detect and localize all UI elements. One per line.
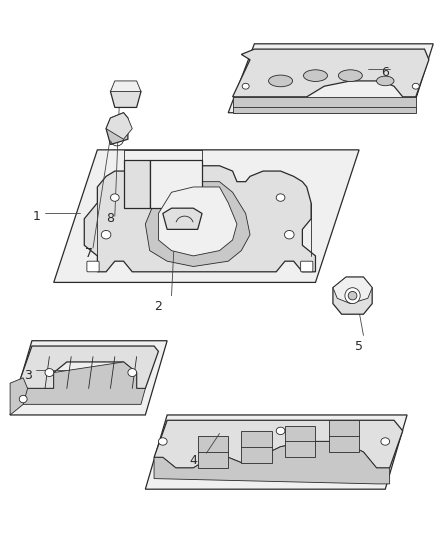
Polygon shape [19, 362, 145, 405]
Text: 3: 3 [24, 369, 32, 382]
Ellipse shape [411, 83, 418, 89]
Ellipse shape [347, 292, 356, 300]
Ellipse shape [380, 438, 389, 445]
Ellipse shape [376, 76, 393, 86]
Text: 5: 5 [354, 340, 362, 352]
Polygon shape [228, 44, 432, 113]
FancyBboxPatch shape [300, 261, 312, 272]
Ellipse shape [338, 70, 361, 82]
Ellipse shape [268, 75, 292, 87]
Text: 6: 6 [381, 67, 389, 79]
Polygon shape [241, 431, 271, 463]
Ellipse shape [303, 70, 327, 82]
Polygon shape [232, 97, 415, 113]
Polygon shape [10, 378, 28, 415]
Ellipse shape [127, 368, 136, 376]
Ellipse shape [110, 194, 119, 201]
Polygon shape [106, 113, 132, 139]
FancyBboxPatch shape [87, 261, 99, 272]
Polygon shape [110, 86, 141, 108]
Polygon shape [332, 277, 371, 314]
Ellipse shape [45, 368, 53, 376]
Polygon shape [197, 436, 228, 468]
Polygon shape [106, 113, 127, 144]
Polygon shape [149, 160, 201, 208]
Polygon shape [123, 160, 149, 208]
Polygon shape [232, 49, 428, 97]
Ellipse shape [242, 83, 249, 89]
Text: 7: 7 [85, 247, 92, 260]
Polygon shape [158, 187, 237, 256]
Ellipse shape [344, 288, 359, 304]
Ellipse shape [158, 438, 167, 445]
Text: 4: 4 [189, 454, 197, 466]
Polygon shape [284, 425, 315, 457]
Ellipse shape [101, 230, 111, 239]
Ellipse shape [19, 395, 27, 403]
Polygon shape [154, 441, 389, 484]
Ellipse shape [276, 427, 284, 434]
Polygon shape [110, 81, 141, 92]
Polygon shape [145, 182, 250, 266]
Polygon shape [154, 420, 402, 468]
Polygon shape [19, 346, 158, 389]
Text: 2: 2 [154, 300, 162, 313]
Ellipse shape [284, 230, 293, 239]
Polygon shape [145, 415, 406, 489]
Polygon shape [10, 341, 167, 415]
Text: 8: 8 [106, 212, 114, 225]
Ellipse shape [276, 194, 284, 201]
Polygon shape [332, 277, 371, 304]
Polygon shape [53, 150, 358, 282]
Polygon shape [84, 166, 315, 272]
Polygon shape [328, 420, 358, 452]
Text: 1: 1 [32, 209, 40, 223]
Polygon shape [162, 208, 201, 229]
